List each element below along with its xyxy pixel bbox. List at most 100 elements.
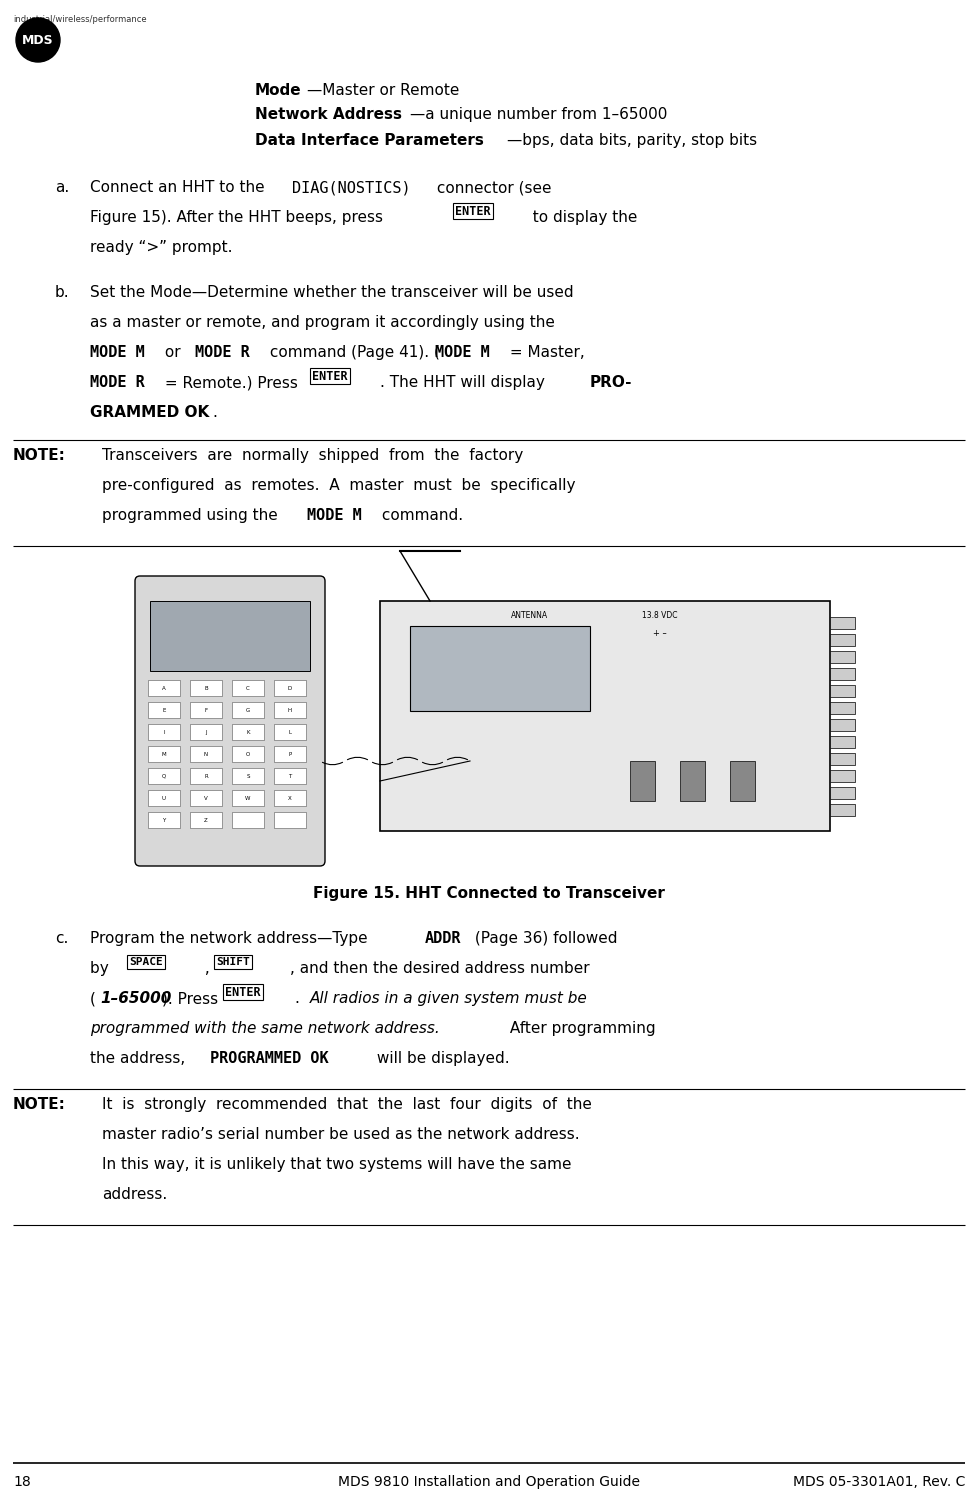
FancyBboxPatch shape xyxy=(274,813,306,828)
Text: ENTER: ENTER xyxy=(225,986,260,998)
Text: MODE M: MODE M xyxy=(307,509,362,524)
FancyBboxPatch shape xyxy=(148,790,180,807)
Text: Network Address: Network Address xyxy=(254,107,402,122)
FancyBboxPatch shape xyxy=(190,768,222,784)
Text: DIAG(NOSTICS): DIAG(NOSTICS) xyxy=(291,181,410,196)
FancyBboxPatch shape xyxy=(148,724,180,740)
FancyBboxPatch shape xyxy=(232,790,264,807)
Circle shape xyxy=(16,18,60,62)
Text: Figure 15. HHT Connected to Transceiver: Figure 15. HHT Connected to Transceiver xyxy=(313,886,664,901)
FancyBboxPatch shape xyxy=(190,701,222,718)
Text: ENTER: ENTER xyxy=(312,370,347,382)
FancyBboxPatch shape xyxy=(148,746,180,762)
Text: (Page 36) followed: (Page 36) followed xyxy=(469,932,617,947)
FancyBboxPatch shape xyxy=(232,724,264,740)
FancyBboxPatch shape xyxy=(232,768,264,784)
Text: SPACE: SPACE xyxy=(129,957,162,968)
Text: + –: + – xyxy=(652,629,666,638)
Text: b.: b. xyxy=(55,284,69,299)
Text: C: C xyxy=(245,685,249,691)
FancyBboxPatch shape xyxy=(190,680,222,695)
Text: —a unique number from 1–65000: —a unique number from 1–65000 xyxy=(410,107,667,122)
Text: a.: a. xyxy=(55,181,69,196)
FancyBboxPatch shape xyxy=(148,680,180,695)
Text: as a master or remote, and program it accordingly using the: as a master or remote, and program it ac… xyxy=(90,315,555,330)
FancyBboxPatch shape xyxy=(274,768,306,784)
Text: ready “>” prompt.: ready “>” prompt. xyxy=(90,239,232,254)
Text: Y: Y xyxy=(162,817,165,823)
Text: MDS: MDS xyxy=(22,33,54,47)
FancyBboxPatch shape xyxy=(150,600,310,671)
FancyBboxPatch shape xyxy=(829,787,854,799)
Text: —bps, data bits, parity, stop bits: —bps, data bits, parity, stop bits xyxy=(507,132,756,147)
Text: Transceivers  are  normally  shipped  from  the  factory: Transceivers are normally shipped from t… xyxy=(102,448,522,464)
Text: will be displayed.: will be displayed. xyxy=(372,1050,510,1066)
Text: .: . xyxy=(294,990,309,1005)
Text: . The HHT will display: . The HHT will display xyxy=(379,375,550,390)
Text: NOTE:: NOTE: xyxy=(13,1097,66,1112)
FancyBboxPatch shape xyxy=(148,701,180,718)
Text: T: T xyxy=(289,774,291,778)
Text: It  is  strongly  recommended  that  the  last  four  digits  of  the: It is strongly recommended that the last… xyxy=(102,1097,592,1112)
FancyBboxPatch shape xyxy=(148,768,180,784)
Text: K: K xyxy=(246,730,249,734)
FancyBboxPatch shape xyxy=(190,813,222,828)
Text: L: L xyxy=(289,730,291,734)
FancyBboxPatch shape xyxy=(829,617,854,629)
FancyBboxPatch shape xyxy=(274,724,306,740)
Text: PRO-: PRO- xyxy=(590,375,632,390)
Text: S: S xyxy=(246,774,249,778)
Text: NOTE:: NOTE: xyxy=(13,448,66,464)
Text: W: W xyxy=(245,796,250,801)
Text: connector (see: connector (see xyxy=(431,181,551,196)
Text: MDS 9810 Installation and Operation Guide: MDS 9810 Installation and Operation Guid… xyxy=(337,1475,640,1488)
Text: c.: c. xyxy=(55,932,68,947)
Text: R: R xyxy=(204,774,207,778)
Text: Data Interface Parameters: Data Interface Parameters xyxy=(254,132,483,147)
Text: MODE M: MODE M xyxy=(434,345,489,360)
Text: —Master or Remote: —Master or Remote xyxy=(307,83,459,98)
Text: command (Page 41). (: command (Page 41). ( xyxy=(265,345,439,360)
FancyBboxPatch shape xyxy=(829,668,854,680)
FancyBboxPatch shape xyxy=(274,701,306,718)
FancyBboxPatch shape xyxy=(232,680,264,695)
Text: ). Press: ). Press xyxy=(161,990,223,1005)
FancyBboxPatch shape xyxy=(379,600,829,831)
FancyBboxPatch shape xyxy=(232,701,264,718)
Text: = Master,: = Master, xyxy=(505,345,584,360)
Text: command.: command. xyxy=(377,509,463,524)
Text: .: . xyxy=(212,405,217,420)
Text: V: V xyxy=(204,796,207,801)
FancyBboxPatch shape xyxy=(190,746,222,762)
Text: to display the: to display the xyxy=(522,211,637,226)
Text: A: A xyxy=(162,685,165,691)
Text: All radios in a given system must be: All radios in a given system must be xyxy=(310,990,587,1005)
Text: In this way, it is unlikely that two systems will have the same: In this way, it is unlikely that two sys… xyxy=(102,1157,571,1172)
FancyBboxPatch shape xyxy=(829,685,854,697)
Text: GRAMMED OK: GRAMMED OK xyxy=(90,405,209,420)
Text: P: P xyxy=(289,751,291,757)
Text: = Remote.) Press: = Remote.) Press xyxy=(159,375,307,390)
FancyBboxPatch shape xyxy=(829,771,854,783)
FancyBboxPatch shape xyxy=(829,652,854,664)
Text: or: or xyxy=(159,345,185,360)
FancyBboxPatch shape xyxy=(829,701,854,713)
Text: O: O xyxy=(245,751,249,757)
Text: F: F xyxy=(204,707,207,712)
Text: B: B xyxy=(204,685,207,691)
Text: 13.8 VDC: 13.8 VDC xyxy=(642,611,677,620)
FancyBboxPatch shape xyxy=(274,790,306,807)
Text: MODE M: MODE M xyxy=(90,345,145,360)
FancyBboxPatch shape xyxy=(730,762,754,801)
Text: Figure 15). After the HHT beeps, press: Figure 15). After the HHT beeps, press xyxy=(90,211,392,226)
Text: programmed using the: programmed using the xyxy=(102,509,283,524)
Text: Mode: Mode xyxy=(254,83,301,98)
FancyBboxPatch shape xyxy=(630,762,654,801)
FancyBboxPatch shape xyxy=(190,790,222,807)
Text: After programming: After programming xyxy=(505,1020,655,1035)
Text: MDS 05-3301A01, Rev. C: MDS 05-3301A01, Rev. C xyxy=(792,1475,964,1488)
Text: Q: Q xyxy=(161,774,166,778)
Text: Z: Z xyxy=(204,817,207,823)
Text: MODE R: MODE R xyxy=(195,345,249,360)
Text: M: M xyxy=(161,751,166,757)
